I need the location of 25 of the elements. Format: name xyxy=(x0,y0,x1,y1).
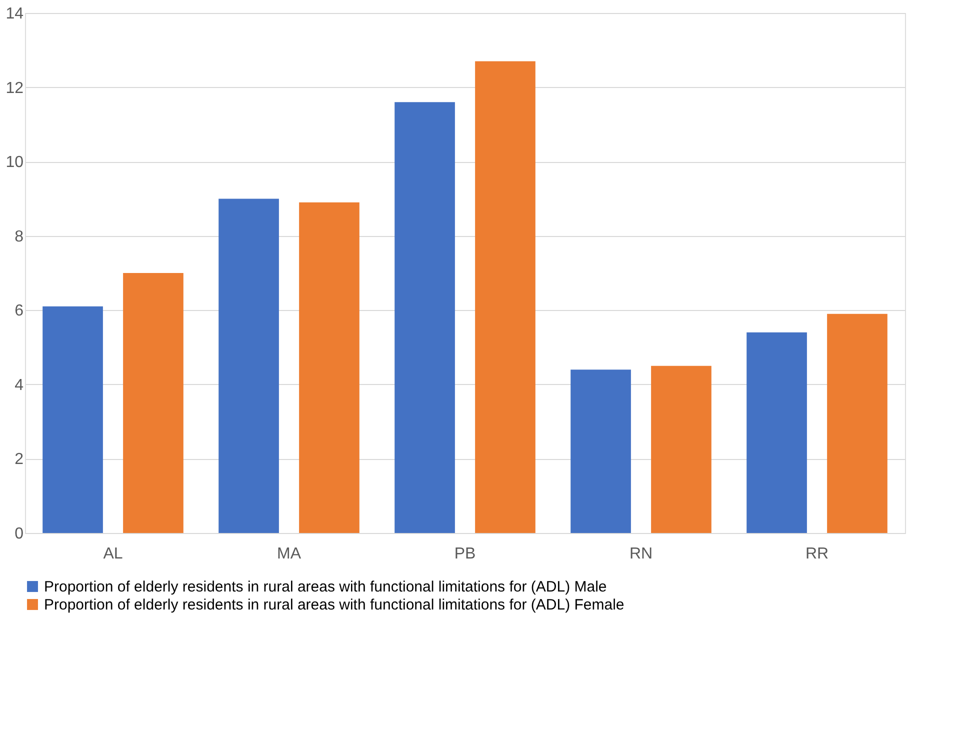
y-tick-label: 14 xyxy=(6,6,24,22)
y-tick-label: 4 xyxy=(14,376,24,394)
bar xyxy=(827,314,888,533)
y-tick-label: 12 xyxy=(6,80,24,97)
bar xyxy=(394,102,455,533)
y-tick-label: 2 xyxy=(14,451,24,468)
x-tick-label: RN xyxy=(629,546,653,562)
y-tick-label: 0 xyxy=(14,526,24,542)
x-tick-label: PB xyxy=(454,546,476,562)
x-tick-label: RR xyxy=(805,546,829,562)
bar xyxy=(42,306,103,533)
y-tick-label: 10 xyxy=(6,154,24,172)
bar xyxy=(218,198,279,533)
x-tick-label: AL xyxy=(103,546,123,562)
x-tick-label: MA xyxy=(277,546,302,562)
legend-label: Proportion of elderly residents in rural areas with functional limitations for (ADL) Female xyxy=(44,596,624,614)
bar xyxy=(475,61,536,533)
bar xyxy=(651,366,712,533)
bar xyxy=(299,202,360,533)
bar xyxy=(123,273,184,533)
bar xyxy=(570,370,631,533)
y-tick-label: 8 xyxy=(14,228,24,246)
legend-label: Proportion of elderly residents in rural areas with functional limitations for (ADL) Male xyxy=(44,578,607,596)
y-tick-label: 6 xyxy=(14,302,24,320)
bar xyxy=(746,332,807,533)
